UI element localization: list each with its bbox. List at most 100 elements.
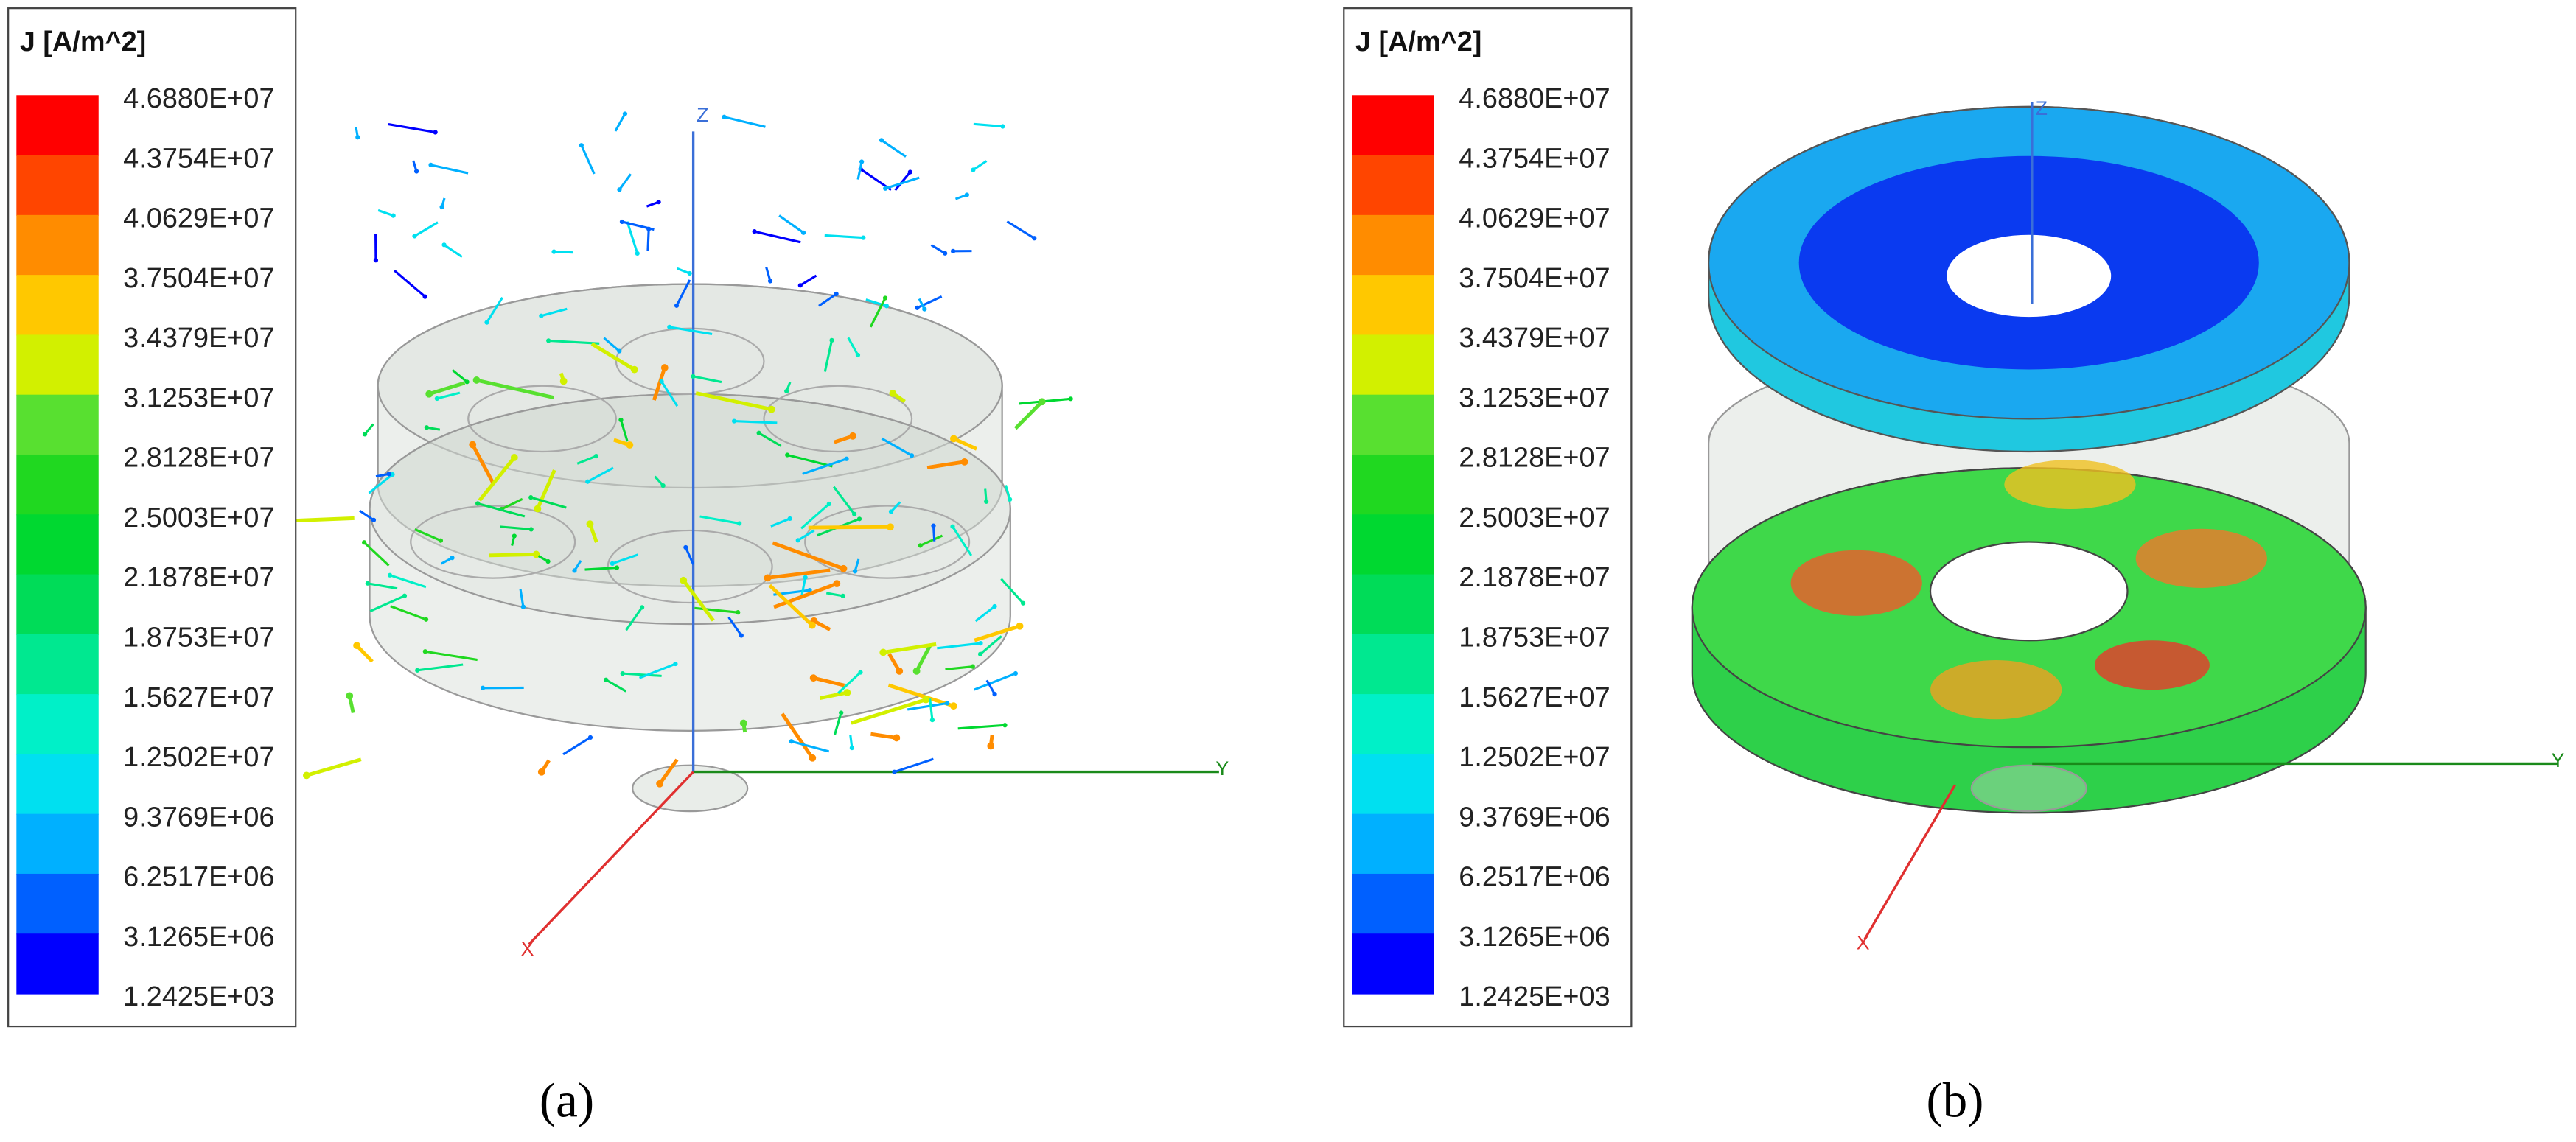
caption: (a) bbox=[540, 1073, 594, 1128]
arrow bbox=[306, 757, 362, 777]
legend-swatch bbox=[1352, 394, 1434, 456]
legend-label: 4.6880E+07 bbox=[1459, 83, 1610, 114]
legend-swatch bbox=[1352, 454, 1434, 516]
arrow bbox=[605, 679, 627, 693]
arrow bbox=[471, 444, 496, 486]
legend-label: 6.2517E+06 bbox=[123, 862, 274, 893]
arrow-head bbox=[635, 251, 640, 256]
arrow-head bbox=[626, 441, 634, 449]
arrow bbox=[612, 553, 638, 565]
arrow bbox=[388, 123, 436, 134]
arrow-head bbox=[415, 668, 420, 673]
arrow-head bbox=[984, 499, 989, 504]
arrow bbox=[359, 509, 374, 522]
arrow-head bbox=[971, 167, 976, 172]
arrow-head bbox=[826, 501, 831, 507]
arrow-head bbox=[604, 677, 609, 682]
legend-label: 4.0629E+07 bbox=[1459, 203, 1610, 234]
arrow bbox=[355, 644, 374, 663]
arrow-head bbox=[683, 544, 688, 550]
arrow-head bbox=[1032, 236, 1037, 241]
arrow-head bbox=[893, 734, 901, 742]
arrow-head bbox=[673, 661, 678, 667]
arrow-head bbox=[371, 517, 377, 522]
arrow-head bbox=[433, 130, 438, 135]
arrow bbox=[791, 740, 830, 753]
legend-label: 1.2502E+07 bbox=[1459, 742, 1610, 773]
legend-label: 6.2517E+06 bbox=[1459, 862, 1610, 893]
arrow-head bbox=[537, 768, 545, 776]
arrow bbox=[972, 160, 988, 171]
arrow bbox=[770, 517, 791, 528]
x-axis-label: X bbox=[521, 938, 534, 960]
arrow bbox=[430, 164, 469, 175]
arrow-head bbox=[859, 159, 865, 164]
arrow-head bbox=[950, 524, 955, 529]
arrow-head bbox=[887, 523, 894, 531]
legend-swatch bbox=[1352, 754, 1434, 815]
arrow bbox=[477, 502, 526, 518]
arrow bbox=[920, 534, 943, 547]
arrow bbox=[693, 375, 722, 384]
arrow-head bbox=[1002, 723, 1008, 728]
arrow-head bbox=[438, 538, 444, 543]
arrow-head bbox=[587, 735, 593, 740]
arrow-head bbox=[756, 430, 761, 435]
arrow-head bbox=[480, 685, 486, 690]
arrow-head bbox=[656, 200, 661, 205]
arrow-head bbox=[829, 337, 834, 343]
legend-label: 9.3769E+06 bbox=[123, 802, 274, 833]
legend-swatch bbox=[16, 634, 99, 696]
legend-swatch bbox=[16, 873, 99, 935]
arrow-head bbox=[373, 258, 379, 263]
arrow-head bbox=[849, 745, 855, 751]
arrow bbox=[619, 419, 629, 442]
arrow bbox=[778, 214, 804, 234]
arrow-head bbox=[861, 235, 866, 240]
legend-swatch bbox=[16, 754, 99, 815]
arrow-head bbox=[722, 114, 727, 119]
legend-label: 4.0629E+07 bbox=[123, 203, 274, 234]
legend-swatch bbox=[16, 155, 99, 216]
arrow bbox=[389, 574, 427, 589]
arrow bbox=[554, 251, 573, 254]
arrow bbox=[369, 595, 405, 612]
arrow bbox=[536, 469, 556, 510]
arrow-head bbox=[622, 111, 628, 116]
legend-swatch bbox=[16, 933, 99, 995]
arrow bbox=[476, 378, 554, 400]
legend-swatch bbox=[16, 813, 99, 875]
arrow-head bbox=[970, 664, 975, 669]
legend-label: 2.8128E+07 bbox=[1459, 443, 1610, 474]
arrow-head bbox=[365, 581, 370, 586]
arrow-head bbox=[439, 204, 444, 210]
arrow bbox=[887, 683, 954, 708]
arrow-head bbox=[586, 520, 594, 528]
arrow-head bbox=[915, 305, 920, 310]
x-axis-label: X bbox=[1857, 931, 1870, 953]
hot-spot bbox=[1930, 660, 2062, 720]
arrow-head bbox=[520, 604, 526, 609]
legend-swatch bbox=[1352, 334, 1434, 396]
arrow-head bbox=[1000, 124, 1005, 129]
arrow bbox=[451, 369, 468, 383]
arrow bbox=[478, 456, 516, 502]
arrow bbox=[590, 342, 636, 371]
arrow-head bbox=[1021, 600, 1026, 606]
arrow-head bbox=[809, 621, 816, 629]
x-axis bbox=[528, 771, 694, 945]
arrow bbox=[286, 516, 355, 523]
arrow-head bbox=[839, 710, 844, 715]
arrow-head bbox=[472, 376, 481, 384]
arrow-head bbox=[423, 617, 429, 622]
arrow-head bbox=[960, 458, 968, 466]
arrow bbox=[695, 391, 772, 412]
legend-swatch bbox=[1352, 694, 1434, 755]
arrow bbox=[882, 642, 937, 654]
arrow-head bbox=[855, 352, 861, 358]
arrow-head bbox=[680, 576, 688, 584]
legend-label: 1.8753E+07 bbox=[123, 623, 274, 654]
arrow-head bbox=[551, 249, 556, 254]
arrow-head bbox=[1038, 398, 1046, 406]
arrow-head bbox=[450, 555, 455, 561]
